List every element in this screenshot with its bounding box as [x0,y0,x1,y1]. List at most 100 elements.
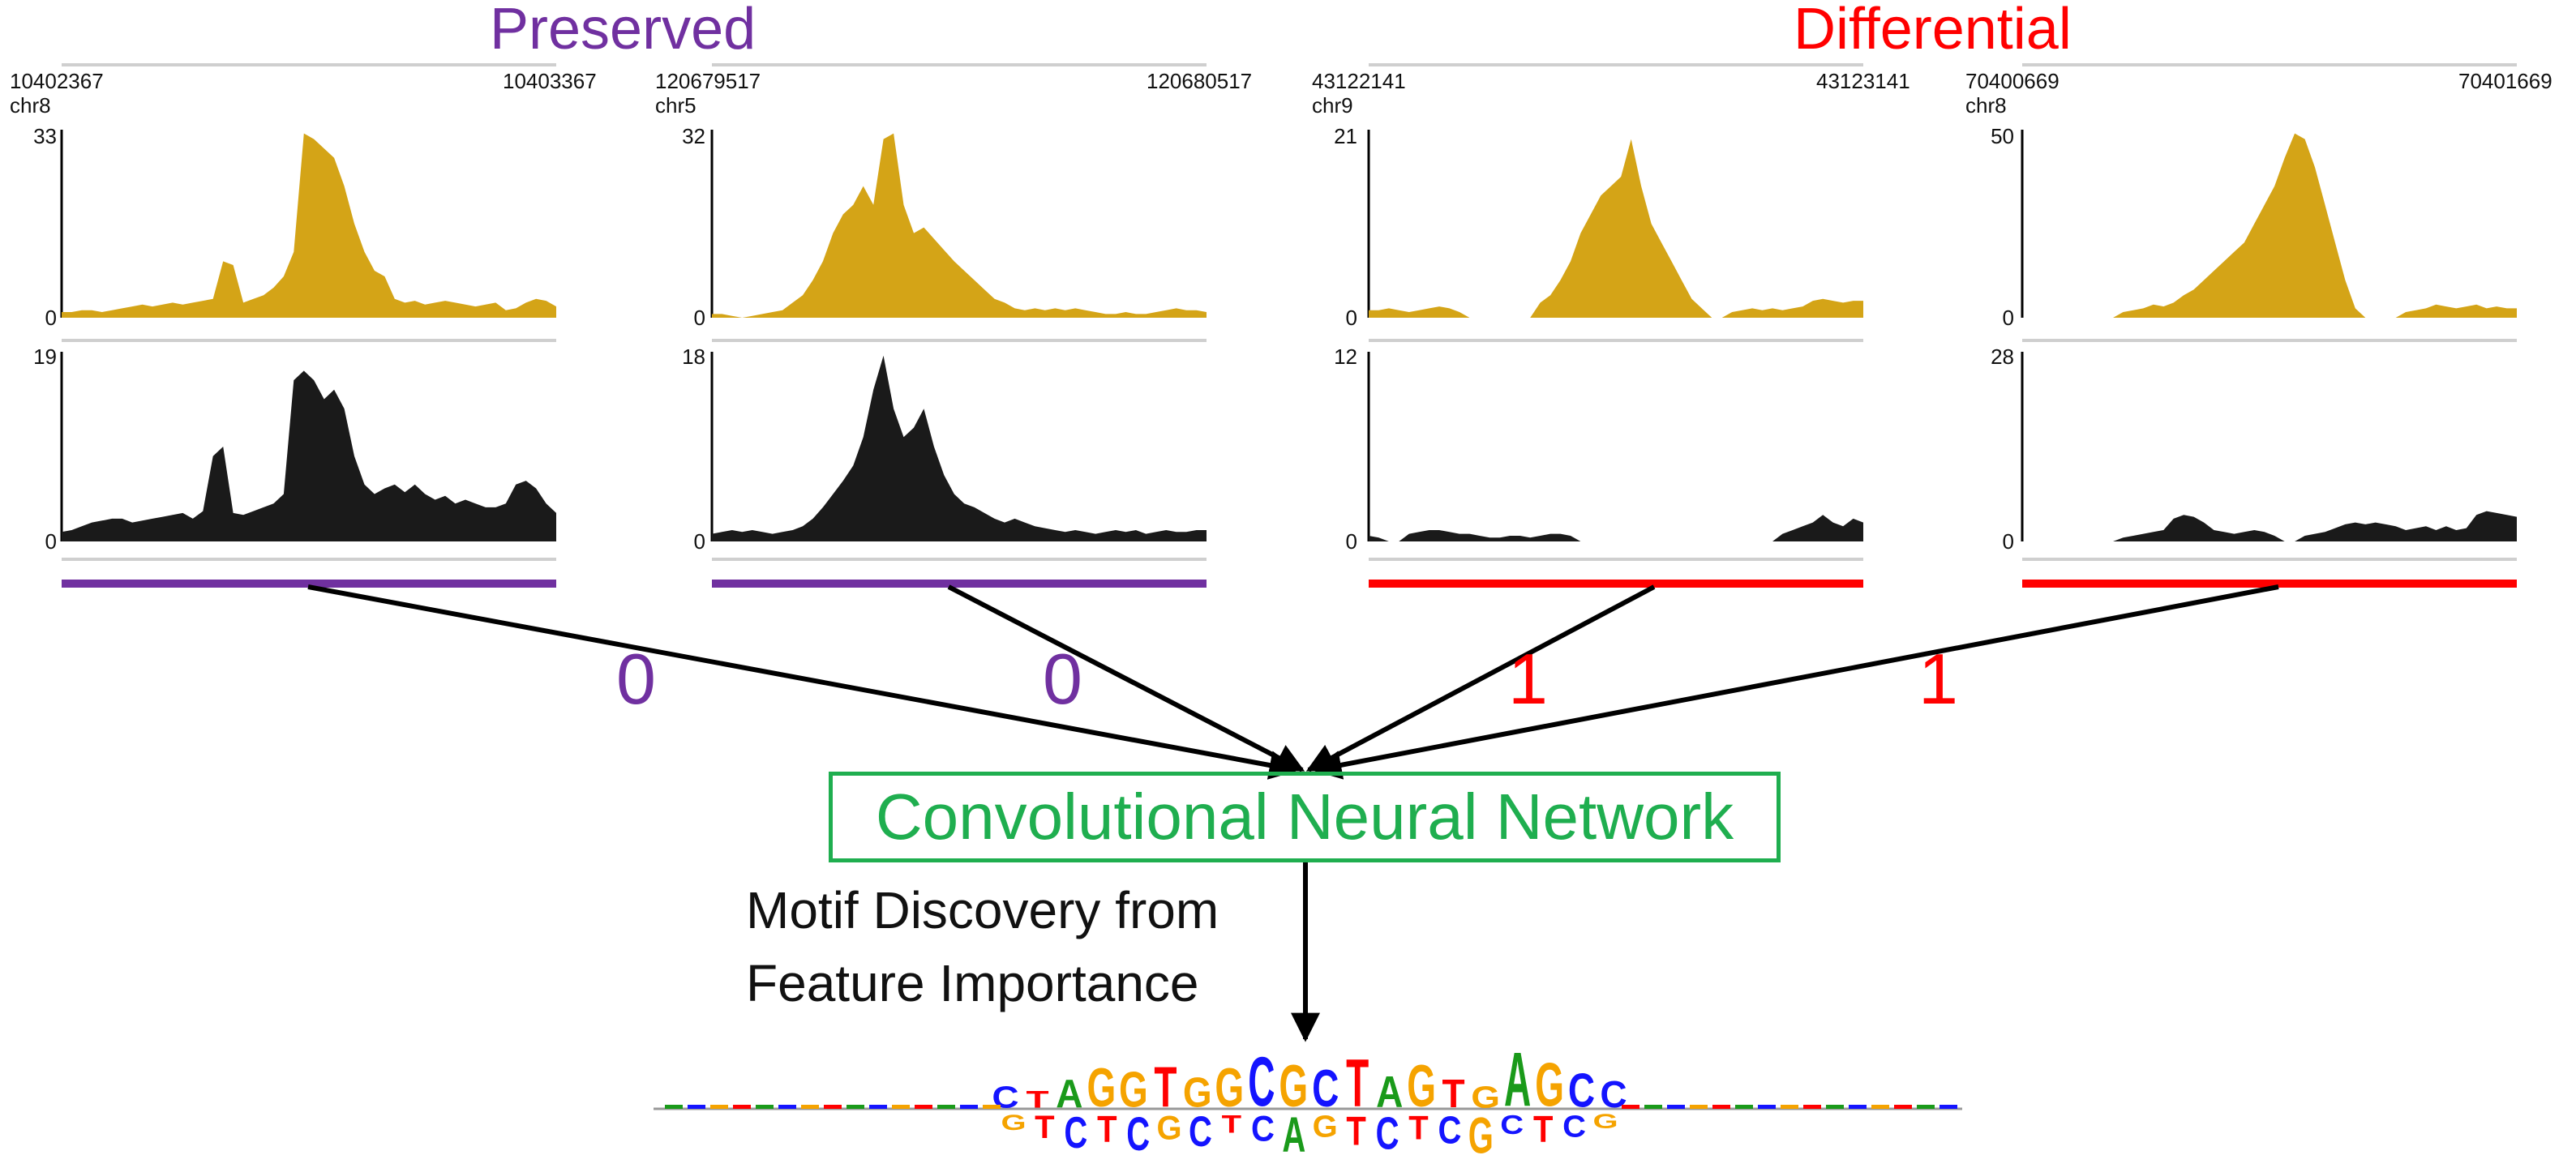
cnn-label: Convolutional Neural Network [875,781,1734,853]
logo-letter: C [1562,1110,1586,1144]
logo-flank-mark [778,1105,796,1109]
panel-2-chromosome: chr5 [655,93,697,118]
logo-flank-mark [1849,1105,1867,1109]
logo-letter: C [1600,1073,1627,1115]
logo-flank-mark [665,1105,683,1109]
panel-1-top-track [62,133,556,318]
panel-3-class-label: 1 [1508,639,1548,719]
motif-caption: Motif Discovery from Feature Importance [746,874,1219,1020]
logo-letter: T [1154,1055,1177,1119]
logo-letter: T [1026,1086,1048,1113]
logo-letter: G [1535,1051,1564,1120]
logo-flank-mark [937,1105,955,1109]
logo-letter: C [992,1080,1018,1114]
logo-flank-mark [1917,1105,1935,1109]
panel-4-start-coordinate: 70400669 [1965,69,2060,93]
panel-1-top-ymax: 33 [33,124,57,148]
panel-3-top-track [1369,139,1863,318]
logo-letter: G [1313,1110,1338,1144]
panel-1-class-label: 0 [616,639,656,719]
differential-group-title: Differential [1794,0,2072,62]
logo-flank-mark [983,1105,1001,1109]
panel-3-start-coordinate: 43122141 [1312,69,1406,93]
panel-1-chromosome: chr8 [10,93,51,118]
panel-4-top-ymin: 0 [2002,306,2014,330]
logo-flank-mark [824,1105,842,1109]
panel-2-bottom-track [712,355,1207,541]
logo-letter: C [1248,1042,1275,1121]
panel-3-top-ymax: 21 [1334,124,1357,148]
logo-letter: G [1087,1058,1117,1119]
logo-letter: C [1500,1110,1524,1140]
panel-2-start-coordinate: 120679517 [655,69,761,93]
panel-1 [60,63,556,588]
panel-2-end-coordinate: 120680517 [1147,69,1253,93]
panel-1-top-ymin: 0 [45,306,57,330]
logo-letter: C [1312,1059,1339,1118]
logo-letter: T [1346,1108,1366,1153]
panel-2-top-ymax: 32 [682,124,705,148]
sequence-logo: C T A G G T G G C G C T A G T G A G C CG T C T C G C T C A G T C T C G C T C G [654,1037,1962,1165]
panel-2-top-ymin: 0 [693,306,705,330]
logo-flank-mark [892,1105,910,1109]
logo-flank-mark [733,1105,751,1109]
motif-caption-line-1: Motif Discovery from [746,881,1219,939]
logo-letter: G [1279,1053,1308,1119]
logo-flank-mark [869,1105,887,1109]
panel-3-arrow [1305,584,1656,772]
logo-flank-mark [1871,1105,1889,1109]
logo-letter: C [1126,1106,1150,1161]
logo-letter: C [1251,1109,1275,1149]
panel-2 [710,63,1207,588]
panel-3 [1367,63,1863,588]
logo-flank-mark [1803,1105,1821,1109]
panel-3-bottom-track [1369,515,1863,541]
logo-letter: T [1035,1110,1054,1145]
logo-flank-mark [1758,1105,1776,1109]
logo-letter: G [1183,1070,1212,1116]
logo-flank-mark [1781,1105,1798,1109]
logo-flank-mark [1894,1105,1912,1109]
logo-letter: A [1282,1106,1305,1162]
panel-2-bottom-ymax: 18 [682,344,705,369]
motif-caption-line-2: Feature Importance [746,954,1199,1012]
panel-4-arrow [1312,584,2279,780]
panel-4-chromosome: chr8 [1965,93,2007,118]
logo-letter: C [1376,1109,1399,1159]
panel-1-bottom-ymin: 0 [45,529,57,554]
panel-3-bottom-ymax: 12 [1334,344,1357,369]
preserved-group-title: Preserved [490,0,757,62]
logo-flank-mark [1826,1105,1844,1109]
logo-letter: G [1471,1080,1500,1114]
logo-letter: T [1533,1109,1553,1150]
logo-flank-mark [688,1105,705,1109]
logo-flank-mark [847,1105,864,1109]
logo-letter: A [1504,1037,1531,1123]
panel-2-top-track [712,133,1207,318]
panel-3-bottom-ymin: 0 [1345,529,1357,554]
panel-1-bottom-track [62,370,556,541]
logo-letter: G [1157,1109,1182,1147]
logo-flank-mark [960,1105,978,1109]
logo-flank-mark [710,1105,728,1109]
panel-4-class-label: 1 [1918,639,1958,719]
panel-3-top-ymin: 0 [1345,306,1357,330]
panel-3-chromosome: chr9 [1312,93,1353,118]
logo-letter: C [1064,1109,1087,1158]
logo-letter: G [1215,1058,1244,1119]
logo-letter: T [1442,1072,1465,1117]
panel-1-arrow [307,584,1299,780]
cnn-box: Convolutional Neural Network [829,772,1781,862]
logo-flank-mark [1735,1105,1753,1109]
logo-letter: G [1592,1110,1618,1133]
logo-flank-mark [1667,1105,1685,1109]
logo-flank-mark [801,1105,819,1109]
panel-4-bottom-ymax: 28 [1991,344,2014,369]
logo-flank-mark [915,1105,932,1109]
panel-2-class-label: 0 [1043,639,1082,719]
logo-flank-mark [1690,1105,1708,1109]
panel-2-bottom-ymin: 0 [693,529,705,554]
logo-flank-mark [1940,1105,1957,1109]
